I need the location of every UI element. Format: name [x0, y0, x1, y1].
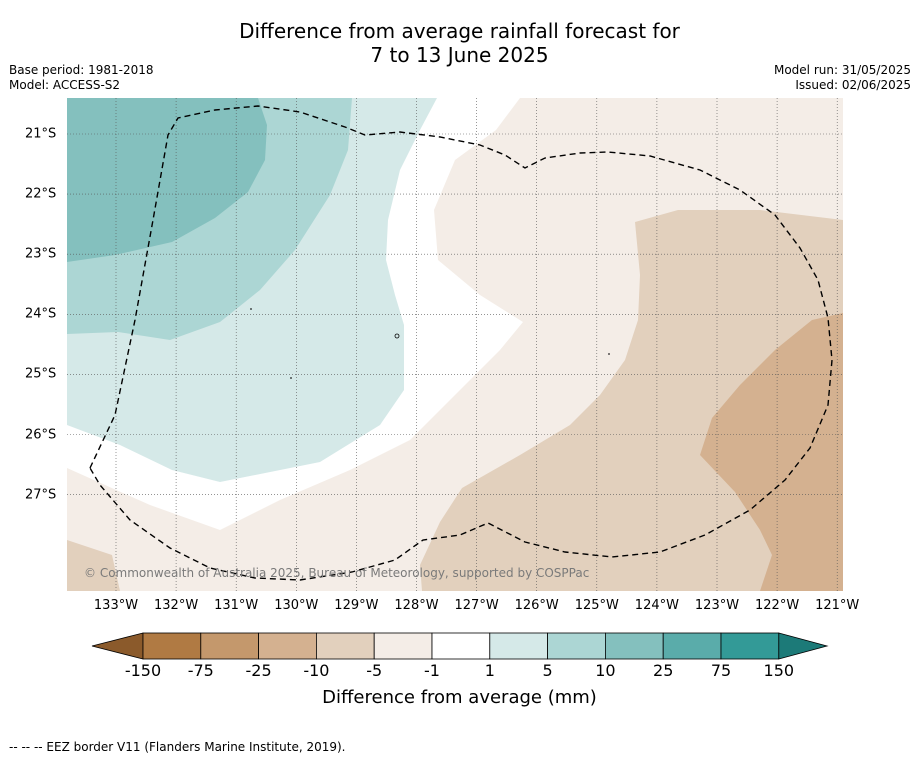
colorbar-swatch	[431, 632, 491, 660]
latitude-tick-label: 27°S	[25, 487, 57, 503]
issued-label: Issued: 02/06/2025	[795, 78, 911, 92]
colorbar-tick-label: -5	[366, 661, 383, 680]
colorbar-extend-high	[778, 632, 829, 660]
base-period-label: Base period: 1981-2018	[9, 63, 154, 77]
colorbar-swatch	[373, 632, 433, 660]
colorbar-tick-label: 25	[653, 661, 674, 680]
region-drier-sw	[67, 540, 120, 591]
latitude-tick-label: 21°S	[25, 126, 57, 142]
graticule	[67, 98, 843, 591]
map-title-line1: Difference from average rainfall forecas…	[239, 19, 680, 43]
colorbar-tick-label: -75	[187, 661, 214, 680]
colorbar-tick-label: 150	[763, 661, 795, 680]
colorbar-swatch	[662, 632, 722, 660]
colorbar-swatch	[258, 632, 317, 660]
colorbar-extend-low	[91, 632, 144, 660]
colorbar-tick-label: 5	[542, 661, 553, 680]
latitude-tick-label: 25°S	[25, 366, 57, 382]
colorbar-swatch	[315, 632, 375, 660]
longitude-tick-label: 121°W	[815, 598, 860, 613]
latitude-tick-label: 26°S	[25, 427, 57, 442]
eez-legend-footer: -- -- -- EEZ border V11 (Flanders Marine…	[9, 740, 346, 754]
colorbar-swatch	[200, 632, 260, 660]
model-run-label: Model run: 31/05/2025	[773, 63, 911, 77]
colorbar	[91, 632, 829, 660]
longitude-tick-label: 124°W	[634, 598, 679, 613]
colorbar-tick-label: -150	[124, 661, 162, 680]
island-marker	[394, 333, 400, 339]
colorbar-tick-label: 1	[484, 661, 495, 680]
longitude-tick-label: 123°W	[694, 598, 740, 613]
map-title-line2: 7 to 13 June 2025	[370, 43, 549, 67]
longitude-tick-label: 125°W	[574, 598, 619, 613]
colorbar-swatch	[142, 632, 202, 660]
colorbar-swatch	[547, 632, 606, 660]
colorbar-tick-label: 75	[710, 661, 732, 680]
longitude-tick-label: 128°W	[394, 598, 439, 613]
longitude-tick-label: 132°W	[154, 598, 199, 613]
colorbar-tick-label: -25	[245, 661, 272, 680]
region-wetter-10-25	[67, 98, 267, 262]
longitude-tick-label: 133°W	[93, 598, 139, 613]
eez-border	[89, 105, 833, 581]
colorbar-tick-label: 10	[595, 661, 616, 680]
longitude-tick-label: 130°W	[274, 598, 319, 613]
longitude-tick-label: 131°W	[214, 598, 259, 613]
map-fill-regions	[67, 98, 843, 591]
latitude-tick-label: 22°S	[25, 186, 57, 202]
colorbar-tick-label: -1	[424, 661, 440, 680]
colorbar-title: Difference from average (mm)	[322, 687, 597, 708]
copyright-notice: © Commonwealth of Australia 2025, Bureau…	[84, 566, 589, 580]
longitude-tick-label: 126°W	[514, 598, 559, 613]
latitude-tick-label: 24°S	[25, 306, 57, 322]
region-drier-10-5	[700, 313, 843, 591]
longitude-tick-label: 122°W	[755, 598, 800, 613]
colorbar-swatch	[605, 632, 664, 660]
longitude-tick-label: 127°W	[454, 598, 499, 613]
model-label: Model: ACCESS-S2	[9, 78, 121, 92]
colorbar-tick-label: -10	[303, 661, 330, 680]
longitude-tick-label: 129°W	[334, 598, 379, 613]
colorbar-swatch	[720, 632, 780, 660]
latitude-tick-label: 23°S	[25, 246, 57, 262]
colorbar-swatch	[489, 632, 548, 660]
region-drier-5-1	[420, 210, 843, 591]
